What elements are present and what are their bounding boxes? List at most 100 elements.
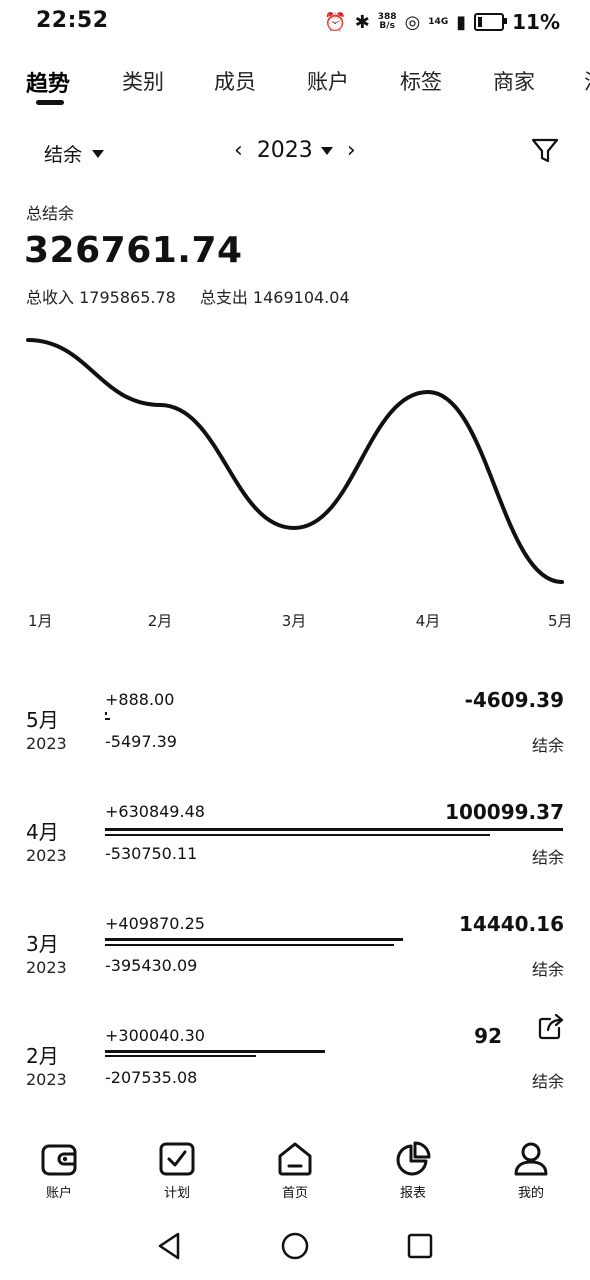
balance-dropdown[interactable]: 结余 xyxy=(44,140,105,167)
income-summary: 总收入 1795865.78 xyxy=(26,284,176,308)
income-bar xyxy=(105,828,563,831)
nav-report[interactable]: 报表 xyxy=(373,1140,453,1201)
month-row-april[interactable]: 4月 2023 +630849.48 -530750.11 100099.37 … xyxy=(0,800,590,912)
pie-chart-icon xyxy=(396,1141,431,1176)
month-row-march[interactable]: 3月 2023 +409870.25 -395430.09 14440.16 结… xyxy=(0,912,590,1024)
tab-category[interactable]: 类别 xyxy=(122,70,164,94)
caret-down-icon xyxy=(92,149,105,158)
month-label: 2月 xyxy=(26,1044,59,1068)
expense-amount: -395430.09 xyxy=(105,956,198,975)
net-label: 结余 xyxy=(531,736,564,755)
nav-plan[interactable]: 计划 xyxy=(137,1140,217,1201)
back-icon[interactable] xyxy=(150,1226,190,1266)
income-bar xyxy=(105,1050,325,1053)
expense-label: 总支出 xyxy=(199,288,248,307)
dropdown-label: 结余 xyxy=(44,144,83,166)
nav-account[interactable]: 账户 xyxy=(19,1140,99,1201)
active-tab-indicator xyxy=(36,100,64,105)
signal-note: 14G xyxy=(428,16,449,27)
checkbox-icon xyxy=(159,1142,195,1176)
nav-label: 报表 xyxy=(399,1186,426,1201)
signal-icon: ▮ xyxy=(456,11,467,33)
x-tick-label: 1月 xyxy=(28,612,53,630)
x-axis-ticks: 1月 2月 3月 4月 5月 xyxy=(28,612,573,630)
balance-trend-chart: 1月 2月 3月 4月 5月 xyxy=(26,338,573,630)
recents-icon[interactable] xyxy=(400,1226,440,1266)
home-icon xyxy=(278,1142,312,1176)
nav-home[interactable]: 首页 xyxy=(255,1140,335,1201)
expense-amount: -207535.08 xyxy=(105,1068,198,1087)
filter-icon[interactable] xyxy=(530,136,560,166)
tab-trend[interactable]: 趋势 xyxy=(26,72,71,97)
year-label: 2023 xyxy=(26,1070,67,1089)
system-nav xyxy=(0,1226,590,1270)
net-balance: -4609.39 xyxy=(464,688,564,712)
net-balance: 92 xyxy=(474,1024,502,1048)
month-row-may[interactable]: 5月 2023 +888.00 -5497.39 -4609.39 结余 xyxy=(0,688,590,800)
summary-label: 总结余 xyxy=(26,204,75,223)
x-tick-label: 4月 xyxy=(416,612,441,630)
month-row-february[interactable]: 2月 2023 +300040.30 -207535.08 92 结余 xyxy=(0,1013,590,1136)
expense-value: 1469104.04 xyxy=(252,288,350,307)
income-bar xyxy=(105,938,403,941)
wifi-hotspot-icon: ◎ xyxy=(404,11,421,33)
share-icon[interactable] xyxy=(536,1012,566,1042)
net-balance: 14440.16 xyxy=(458,912,564,936)
nav-label: 首页 xyxy=(281,1186,308,1201)
nav-me[interactable]: 我的 xyxy=(491,1140,571,1201)
nav-label: 账户 xyxy=(45,1186,72,1201)
series-line xyxy=(26,338,564,584)
summary-total: 326761.74 xyxy=(24,230,243,271)
net-balance: 100099.37 xyxy=(445,800,564,824)
tab-merchant[interactable]: 商家 xyxy=(493,70,535,94)
net-speed-value: 388 xyxy=(377,12,397,22)
net-label: 结余 xyxy=(531,1072,564,1091)
expense-bar xyxy=(105,718,110,720)
year-label: 2023 xyxy=(26,734,67,753)
tab-tag[interactable]: 标签 xyxy=(400,70,442,94)
income-amount: +888.00 xyxy=(105,690,175,709)
summary-sub: 总收入 1795865.78 总支出 1469104.04 xyxy=(26,284,350,308)
expense-summary: 总支出 1469104.04 xyxy=(200,284,350,308)
expense-bar xyxy=(105,1055,256,1057)
nav-label: 我的 xyxy=(517,1186,544,1201)
income-label: 总收入 xyxy=(26,288,75,307)
bluetooth-icon: ✱ xyxy=(354,11,370,33)
expense-bar xyxy=(105,834,490,836)
wallet-icon xyxy=(41,1144,77,1176)
nav-label: 计划 xyxy=(163,1186,190,1201)
tab-member[interactable]: 成员 xyxy=(214,70,256,94)
month-label: 5月 xyxy=(26,708,59,732)
x-tick-label: 2月 xyxy=(148,612,173,630)
net-speed: 388 B/s xyxy=(378,13,397,31)
home-circle-icon[interactable] xyxy=(275,1226,315,1266)
status-time: 22:52 xyxy=(36,8,109,33)
tab-bar: 趋势 类别 成员 账户 标签 商家 活 xyxy=(0,58,590,110)
net-label: 结余 xyxy=(531,848,564,867)
x-tick-label: 5月 xyxy=(548,612,573,630)
income-amount: +630849.48 xyxy=(105,802,205,821)
tab-project[interactable]: 活 xyxy=(584,66,590,96)
year-label: 2023 xyxy=(256,138,313,163)
alarm-icon: ⏰ xyxy=(324,11,347,33)
expense-bar xyxy=(105,944,394,946)
person-icon xyxy=(514,1142,548,1176)
chevron-left-icon[interactable]: ‹ xyxy=(234,138,243,163)
x-tick-label: 3月 xyxy=(282,612,307,630)
battery-percent: 11% xyxy=(512,10,560,34)
chevron-right-icon[interactable]: › xyxy=(346,138,356,163)
year-selector[interactable]: 2023 xyxy=(257,138,333,163)
income-amount: +300040.30 xyxy=(105,1026,205,1045)
income-bar xyxy=(105,712,107,715)
net-speed-unit: B/s xyxy=(379,21,395,31)
month-label: 4月 xyxy=(26,820,59,844)
expense-amount: -5497.39 xyxy=(105,732,177,751)
battery-icon xyxy=(474,13,508,31)
expense-amount: -530750.11 xyxy=(105,844,198,863)
year-label: 2023 xyxy=(26,846,67,865)
tab-account[interactable]: 账户 xyxy=(307,70,349,94)
month-label: 3月 xyxy=(26,932,59,956)
year-navigator: ‹ 2023 › xyxy=(230,138,360,163)
bottom-nav: 账户 计划 首页 报表 我的 xyxy=(0,1140,590,1210)
caret-down-icon xyxy=(320,146,333,155)
